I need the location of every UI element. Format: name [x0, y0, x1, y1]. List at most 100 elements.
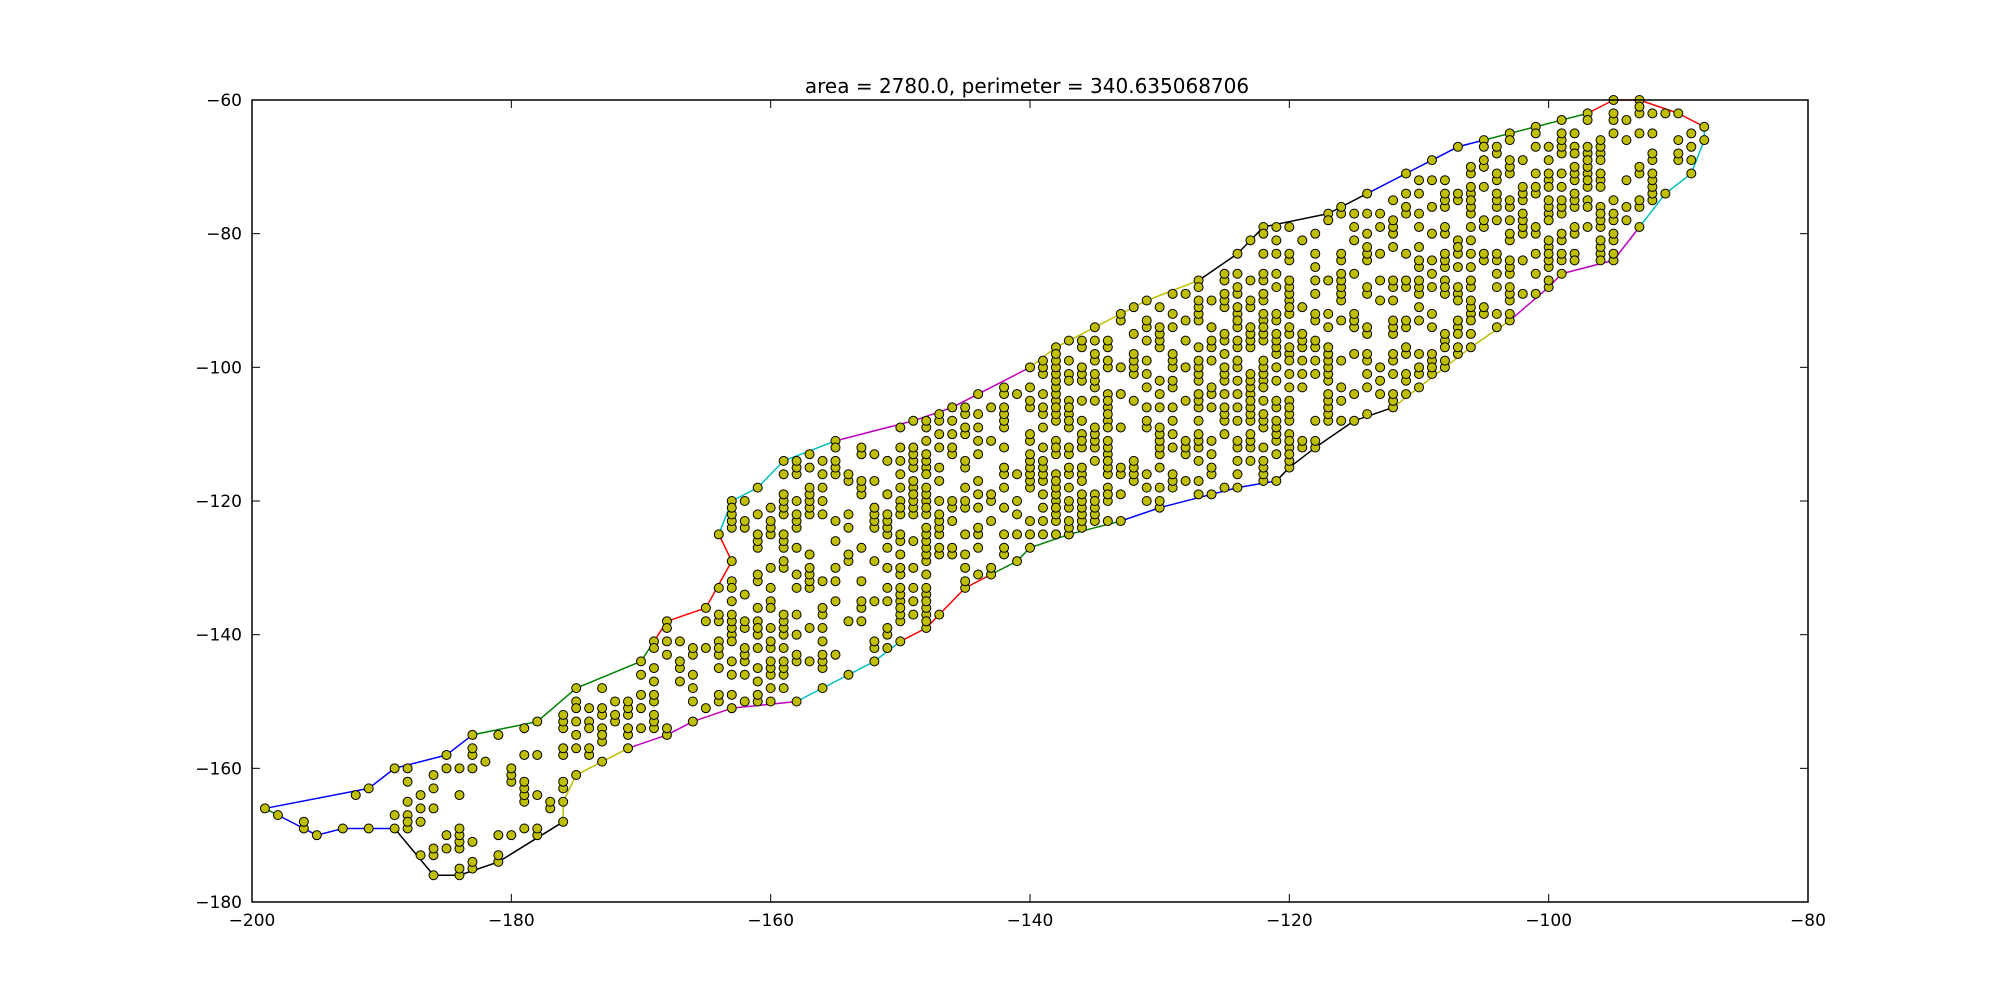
- data-point: [1543, 248, 1554, 259]
- data-point: [765, 636, 776, 647]
- data-point: [726, 582, 737, 593]
- data-point: [1037, 489, 1048, 500]
- data-point: [817, 576, 828, 587]
- data-point: [597, 683, 608, 694]
- data-point: [973, 475, 984, 486]
- data-point: [765, 562, 776, 573]
- data-point: [1232, 375, 1243, 386]
- data-point: [1310, 275, 1321, 286]
- data-point: [1569, 128, 1580, 139]
- data-point: [1556, 115, 1567, 126]
- data-point: [1349, 208, 1360, 219]
- data-point: [428, 803, 439, 814]
- data-point: [1141, 496, 1152, 506]
- data-point: [726, 636, 737, 647]
- data-point: [1336, 382, 1347, 393]
- data-point: [1595, 155, 1606, 166]
- data-point: [467, 763, 478, 774]
- data-point: [1310, 355, 1321, 366]
- data-point: [1271, 268, 1282, 279]
- data-point: [1232, 402, 1243, 413]
- data-point: [752, 509, 763, 520]
- data-point: [415, 803, 426, 814]
- data-point: [1595, 135, 1606, 146]
- data-point: [636, 656, 646, 667]
- data-point: [389, 823, 400, 834]
- data-point: [1491, 322, 1502, 333]
- data-point: [1284, 449, 1295, 460]
- data-point: [1258, 308, 1269, 319]
- data-point: [1063, 482, 1074, 493]
- data-point: [1375, 295, 1386, 306]
- data-point: [1686, 141, 1697, 152]
- data-point: [1089, 422, 1100, 433]
- data-point: [1426, 348, 1437, 359]
- data-point: [830, 649, 841, 660]
- data-point: [1543, 181, 1554, 192]
- boundary-segment: [1159, 493, 1212, 509]
- data-point: [765, 656, 776, 667]
- data-point: [895, 422, 906, 433]
- data-point: [986, 562, 997, 573]
- data-point: [752, 643, 763, 654]
- data-point: [1297, 435, 1308, 446]
- data-point: [1284, 221, 1295, 232]
- data-point: [726, 502, 737, 513]
- data-point: [817, 469, 828, 480]
- data-point: [1556, 195, 1567, 206]
- data-point: [1375, 248, 1386, 259]
- data-point: [1401, 201, 1412, 212]
- y-tick-label: −80: [206, 225, 242, 245]
- data-point: [1297, 235, 1308, 246]
- data-point: [1595, 255, 1606, 266]
- data-point: [1323, 342, 1334, 353]
- data-point: [1102, 395, 1113, 406]
- data-point: [1608, 128, 1619, 139]
- data-point: [856, 576, 867, 587]
- data-point: [1414, 255, 1424, 266]
- data-point: [1388, 295, 1399, 306]
- data-point: [1349, 415, 1360, 426]
- data-point: [791, 696, 802, 707]
- data-point: [908, 536, 919, 547]
- data-point: [1349, 348, 1360, 359]
- boundary-segment: [1327, 192, 1368, 215]
- data-point: [467, 729, 478, 740]
- data-point: [1621, 115, 1632, 126]
- data-point: [1193, 455, 1204, 466]
- data-point: [1193, 429, 1204, 440]
- data-point: [1569, 148, 1580, 159]
- data-point: [1349, 308, 1360, 319]
- data-point: [752, 622, 763, 633]
- data-point: [960, 455, 971, 466]
- data-point: [856, 475, 867, 486]
- data-point: [428, 783, 439, 794]
- data-point: [739, 496, 750, 506]
- data-point: [571, 703, 582, 714]
- data-point: [1465, 195, 1476, 206]
- data-point: [1426, 362, 1437, 373]
- boundary-segment: [1639, 99, 1679, 115]
- data-point: [1025, 382, 1035, 393]
- data-point: [908, 596, 919, 607]
- data-point: [1414, 348, 1424, 359]
- data-point: [999, 382, 1010, 393]
- data-point: [1362, 348, 1373, 359]
- data-point: [973, 435, 984, 446]
- data-point: [1388, 369, 1399, 380]
- y-tick-label: −120: [195, 492, 242, 512]
- data-point: [1219, 288, 1230, 299]
- data-point: [1595, 168, 1606, 179]
- data-point: [1232, 315, 1243, 326]
- data-point: [1167, 469, 1178, 480]
- data-point: [1660, 188, 1671, 199]
- data-point: [661, 723, 672, 734]
- data-point: [1050, 475, 1061, 486]
- data-point: [1634, 195, 1645, 206]
- data-point: [830, 596, 841, 607]
- data-point: [1167, 348, 1178, 359]
- data-point: [402, 763, 413, 774]
- data-point: [584, 743, 595, 754]
- data-point: [1310, 228, 1321, 239]
- data-point: [661, 636, 672, 647]
